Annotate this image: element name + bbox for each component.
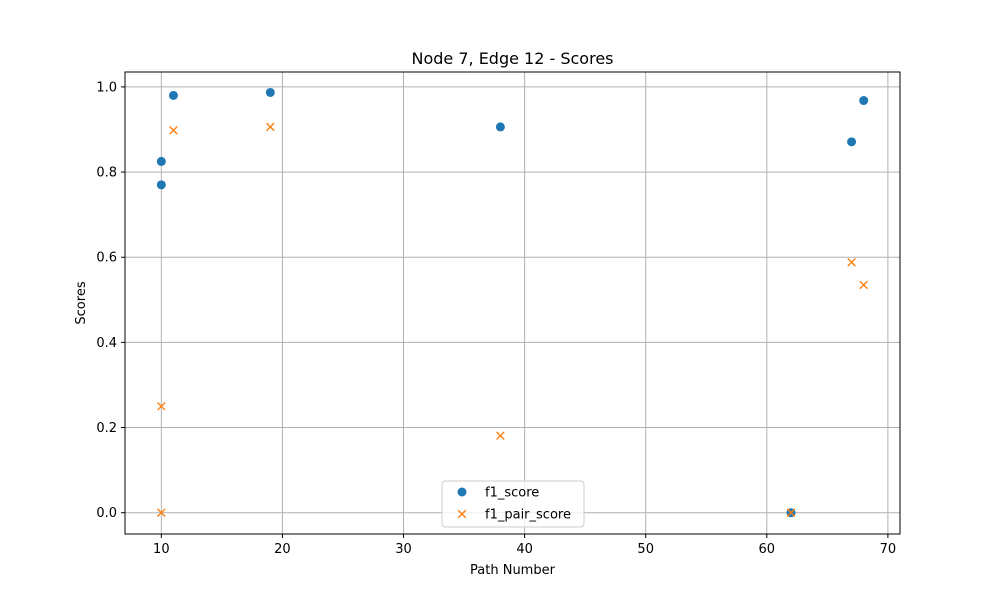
plot-frame <box>124 71 901 535</box>
x-axis-label: Path Number <box>470 563 556 578</box>
y-tick-label: 0.8 <box>96 166 117 181</box>
y-axis-label: Scores <box>74 281 89 324</box>
x-tick-label: 50 <box>637 542 654 557</box>
f1_score-point <box>495 122 505 132</box>
f1_pair_score-legend-marker <box>457 509 467 519</box>
y-tick-label: 0.0 <box>96 506 117 521</box>
f1_pair_score-point <box>266 122 275 132</box>
x-tick-label: 70 <box>880 542 897 557</box>
f1_score-point <box>265 87 275 97</box>
f1_score-point <box>156 180 166 190</box>
f1_score-point <box>859 96 869 106</box>
grid-lines <box>125 72 900 534</box>
y-tick-label: 0.2 <box>96 421 117 436</box>
f1_score-legend-label: f1_score <box>485 486 539 501</box>
y-tick-label: 1.0 <box>96 80 117 95</box>
y-tick-label: 0.4 <box>96 336 117 351</box>
f1_pair_score-legend-label: f1_pair_score <box>485 508 571 523</box>
legend-frame <box>441 480 585 528</box>
y-axis-ticks: 0.0 0.2 0.4 0.6 0.8 1.0 <box>96 80 125 521</box>
f1_pair_score-point <box>157 401 166 411</box>
f1_pair_score-point <box>859 280 868 290</box>
y-tick-label: 0.6 <box>96 251 117 266</box>
x-axis-ticks: 10 20 30 40 50 60 70 <box>153 534 896 557</box>
chart-title: Node 7, Edge 12 - Scores <box>412 49 614 68</box>
x-tick-label: 20 <box>274 542 291 557</box>
f1_pair_score-point <box>847 258 856 267</box>
f1_score-point <box>168 90 178 100</box>
legend: f1_score f1_pair_score <box>441 480 585 528</box>
f1_score-legend-marker <box>457 487 467 497</box>
f1_pair_score-point <box>169 126 178 135</box>
x-tick-label: 40 <box>516 542 533 557</box>
x-tick-label: 60 <box>759 542 776 557</box>
f1_pair_score-point <box>157 508 166 518</box>
f1_pair_score-point <box>786 508 796 518</box>
f1_score-point <box>156 156 166 166</box>
f1_pair_score-point <box>496 431 505 440</box>
x-tick-label: 10 <box>153 542 170 557</box>
x-tick-label: 30 <box>395 542 412 557</box>
data-points <box>156 87 869 518</box>
f1_score-point <box>847 137 857 147</box>
